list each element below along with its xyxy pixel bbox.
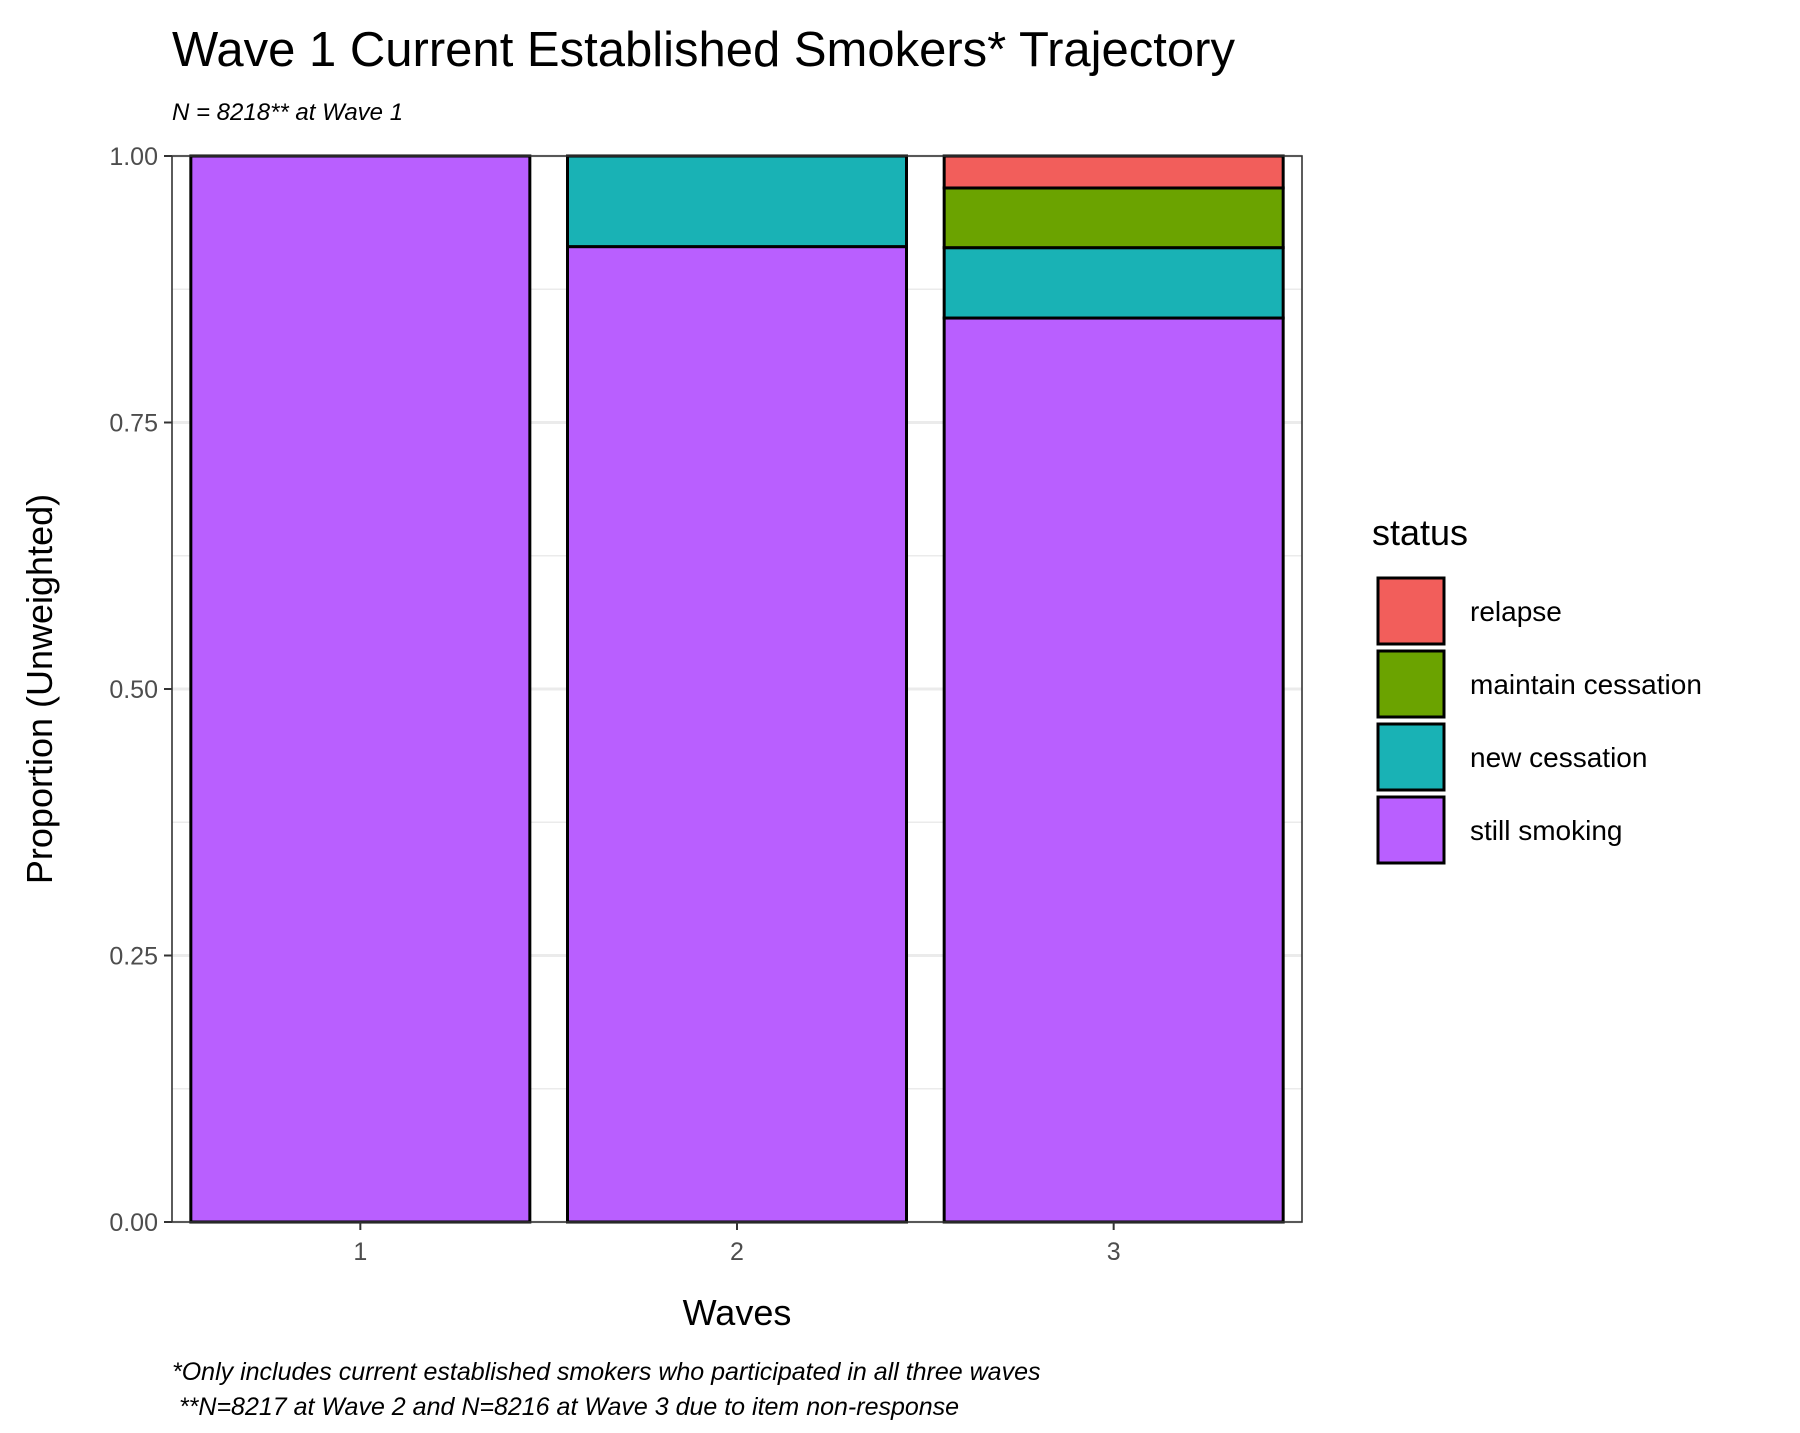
legend-label: maintain cessation (1470, 669, 1702, 700)
y-axis-title: Proportion (Unweighted) (19, 494, 60, 884)
x-axis-title: Waves (683, 1292, 792, 1333)
y-axis: 0.00 0.25 0.50 0.75 1.00 (109, 143, 172, 1237)
legend-label: new cessation (1470, 742, 1647, 773)
bar-segment (942, 316, 1285, 1224)
y-tick-label: 0.50 (109, 676, 158, 704)
legend-label: still smoking (1470, 815, 1622, 846)
chart-title: Wave 1 Current Established Smokers* Traj… (172, 23, 1235, 77)
legend: status relapse maintain cessation new cess… (1372, 512, 1702, 865)
legend-swatch (1376, 576, 1446, 646)
x-tick-label: 3 (1107, 1238, 1121, 1266)
x-tick-label: 1 (353, 1238, 367, 1266)
legend-swatch (1376, 722, 1446, 792)
bar-segment (189, 154, 532, 1224)
y-tick-label: 1.00 (109, 143, 158, 171)
bars (189, 154, 1285, 1224)
legend-swatch (1376, 795, 1446, 865)
bar-segment (566, 245, 908, 1224)
y-tick-label: 0.75 (109, 410, 158, 438)
caption-line-1: *Only includes current established smoke… (172, 1358, 1040, 1386)
chart-subtitle: N = 8218** at Wave 1 (172, 99, 403, 126)
legend-swatch (1376, 649, 1446, 719)
y-tick-label: 0.25 (109, 943, 158, 971)
x-axis: 1 2 3 (353, 1222, 1121, 1266)
bar-segment (942, 246, 1285, 320)
legend-title: status (1372, 512, 1468, 553)
bar-segment (942, 154, 1285, 190)
y-tick-label: 0.00 (109, 1209, 158, 1237)
x-tick-label: 2 (730, 1238, 744, 1266)
legend-label: relapse (1470, 596, 1562, 627)
caption-line-2: **N=8217 at Wave 2 and N=8216 at Wave 3 … (172, 1393, 959, 1421)
bar-segment (942, 186, 1285, 250)
bar-segment (566, 154, 908, 249)
